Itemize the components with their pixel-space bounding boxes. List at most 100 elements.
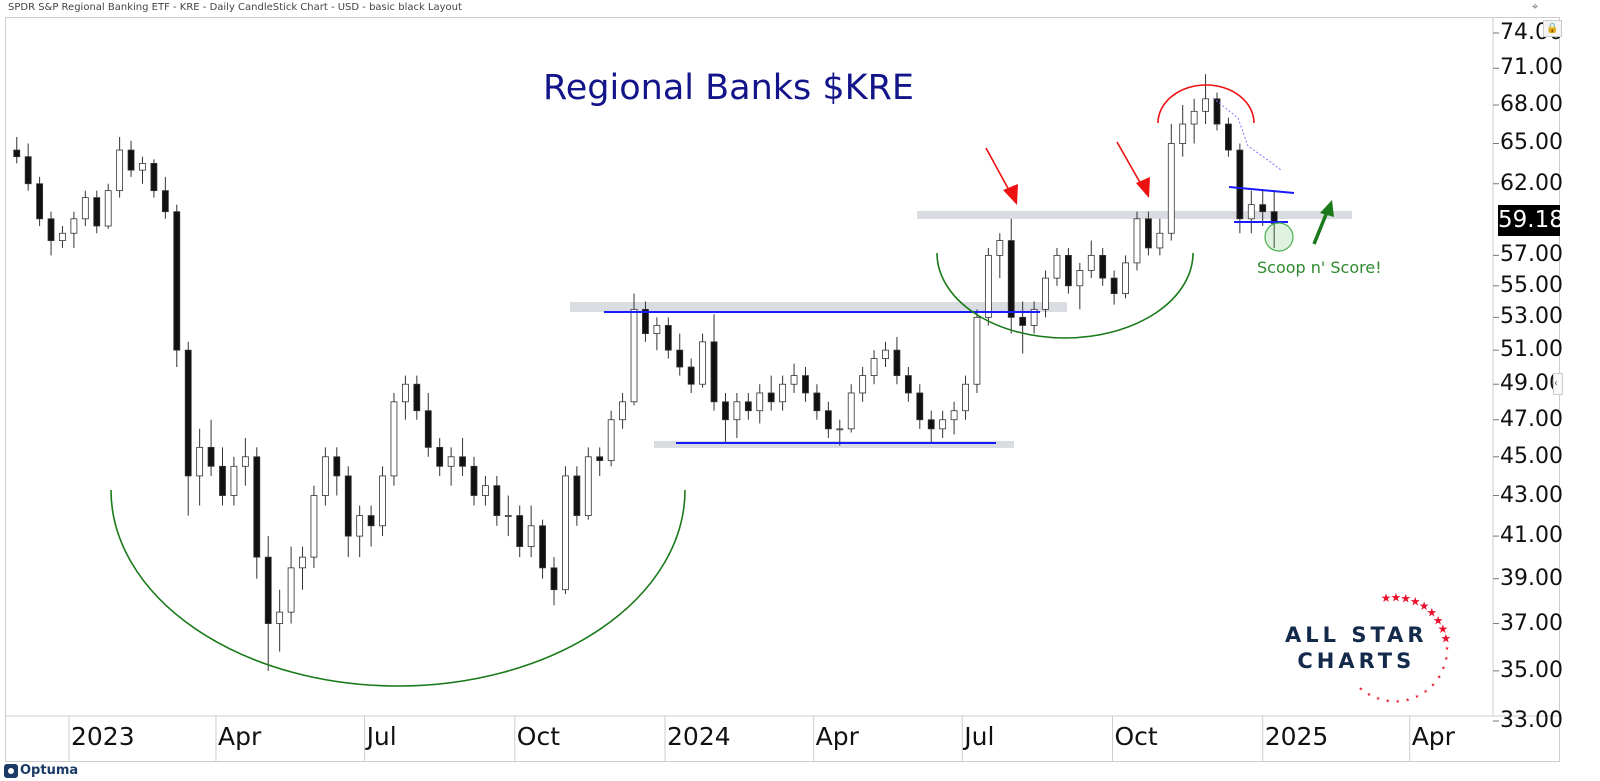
optuma-icon [4,763,18,778]
candle-body-up [310,495,318,558]
x-tick-label: Oct [516,722,561,751]
candle-body-down [207,446,215,467]
lock-icon[interactable]: 🔒 [1543,20,1562,37]
candle-body-down [173,211,181,351]
logo-stars: ★ ★ ★★★★★★★★★★★★★★★★★★★★ [1359,590,1452,705]
x-tick-label: Apr [217,722,262,751]
candle-body-down [436,446,444,467]
candle [664,317,672,359]
y-tick-label: 57.00 [1500,242,1563,268]
candle [562,466,569,595]
candle-body-down [1259,204,1267,213]
candle-body-up [241,456,249,467]
candle [424,392,432,457]
candle-body-up [230,465,238,496]
candle [219,447,226,506]
candle-body-up [276,611,284,624]
candle-body-down [1099,254,1107,279]
candle-body-down [539,525,546,569]
candle [173,204,181,368]
candle [81,190,89,227]
red-arrow-icon [1116,141,1150,198]
candle [47,211,55,256]
pin-icon[interactable]: ⌖ [1532,0,1539,13]
candle [779,375,787,411]
star-icon: ★ [1433,613,1444,627]
candle-body-up [447,456,455,467]
candle [1053,247,1061,286]
candle-body-down [1225,123,1232,151]
candles-group [13,74,1278,671]
candle-body-up [527,525,535,547]
candle-body-up [607,419,615,461]
candle-body-up [104,190,112,227]
candle-body-up [1030,308,1038,326]
candle [584,447,592,520]
candle [241,438,249,486]
candle-body-up [482,485,489,496]
candle-body-down [493,485,501,516]
candle [379,466,386,537]
y-tick-label: 51.00 [1500,337,1563,363]
star-icon: ★ [1419,599,1430,613]
candle-body-down [927,419,935,430]
candle [904,367,912,402]
y-tick-label: 71.00 [1500,55,1563,81]
candle-body-down [916,392,924,421]
candle [13,136,21,164]
candle [550,557,558,606]
candle [1076,262,1084,310]
candle [344,466,352,558]
candle-body-down [47,218,55,241]
candle-body-down [219,465,226,496]
star-icon: ★ [1381,591,1392,605]
candle-body-down [1213,98,1221,125]
chevron-left-icon[interactable]: ‹ [1553,373,1563,395]
candle-body-down [676,349,684,368]
candle [1247,190,1255,234]
x-tick-label: Jul [366,722,397,751]
candle-body-down [1110,277,1118,294]
candle-body-up [390,401,398,477]
star-icon: ★ [1431,683,1436,689]
candle-body-up [756,392,764,412]
candle [1110,270,1118,305]
candle [744,392,752,420]
candle [882,341,889,368]
candle [962,375,969,420]
x-tick-label: Oct [1114,722,1158,751]
candle-body-up [1167,143,1175,234]
candle-body-up [1202,98,1209,112]
candle [1122,255,1129,299]
candle [676,333,684,376]
cup-arc [936,252,1194,339]
star-icon: ★ [1441,666,1446,672]
scoop-circle [1264,222,1294,252]
candle [184,341,192,516]
star-icon: ★ [1444,656,1449,662]
candle [1042,270,1049,318]
candle-body-up [321,456,329,496]
star-icon: ★ [1405,698,1410,704]
base-arc [110,489,686,687]
candle-body-up [59,232,66,241]
candle [127,140,135,177]
candle [893,336,901,385]
candle [1133,211,1141,271]
candle-body-down [36,183,44,220]
star-icon: ★ [1415,694,1420,700]
candle [24,143,32,191]
top-arc [1157,84,1255,124]
candle [287,546,295,624]
candle-body-down [813,392,821,412]
candle-body-up [1122,262,1129,294]
candle-body-down [459,456,466,467]
logo-line2: CHARTS [1297,649,1416,673]
candle-body-up [504,515,512,517]
candle [733,392,741,439]
candle-body-up [962,383,969,412]
y-tick-label: 68.00 [1500,92,1563,118]
candle-body-down [253,456,261,558]
candle [150,159,158,198]
candle-body-up [779,383,787,403]
